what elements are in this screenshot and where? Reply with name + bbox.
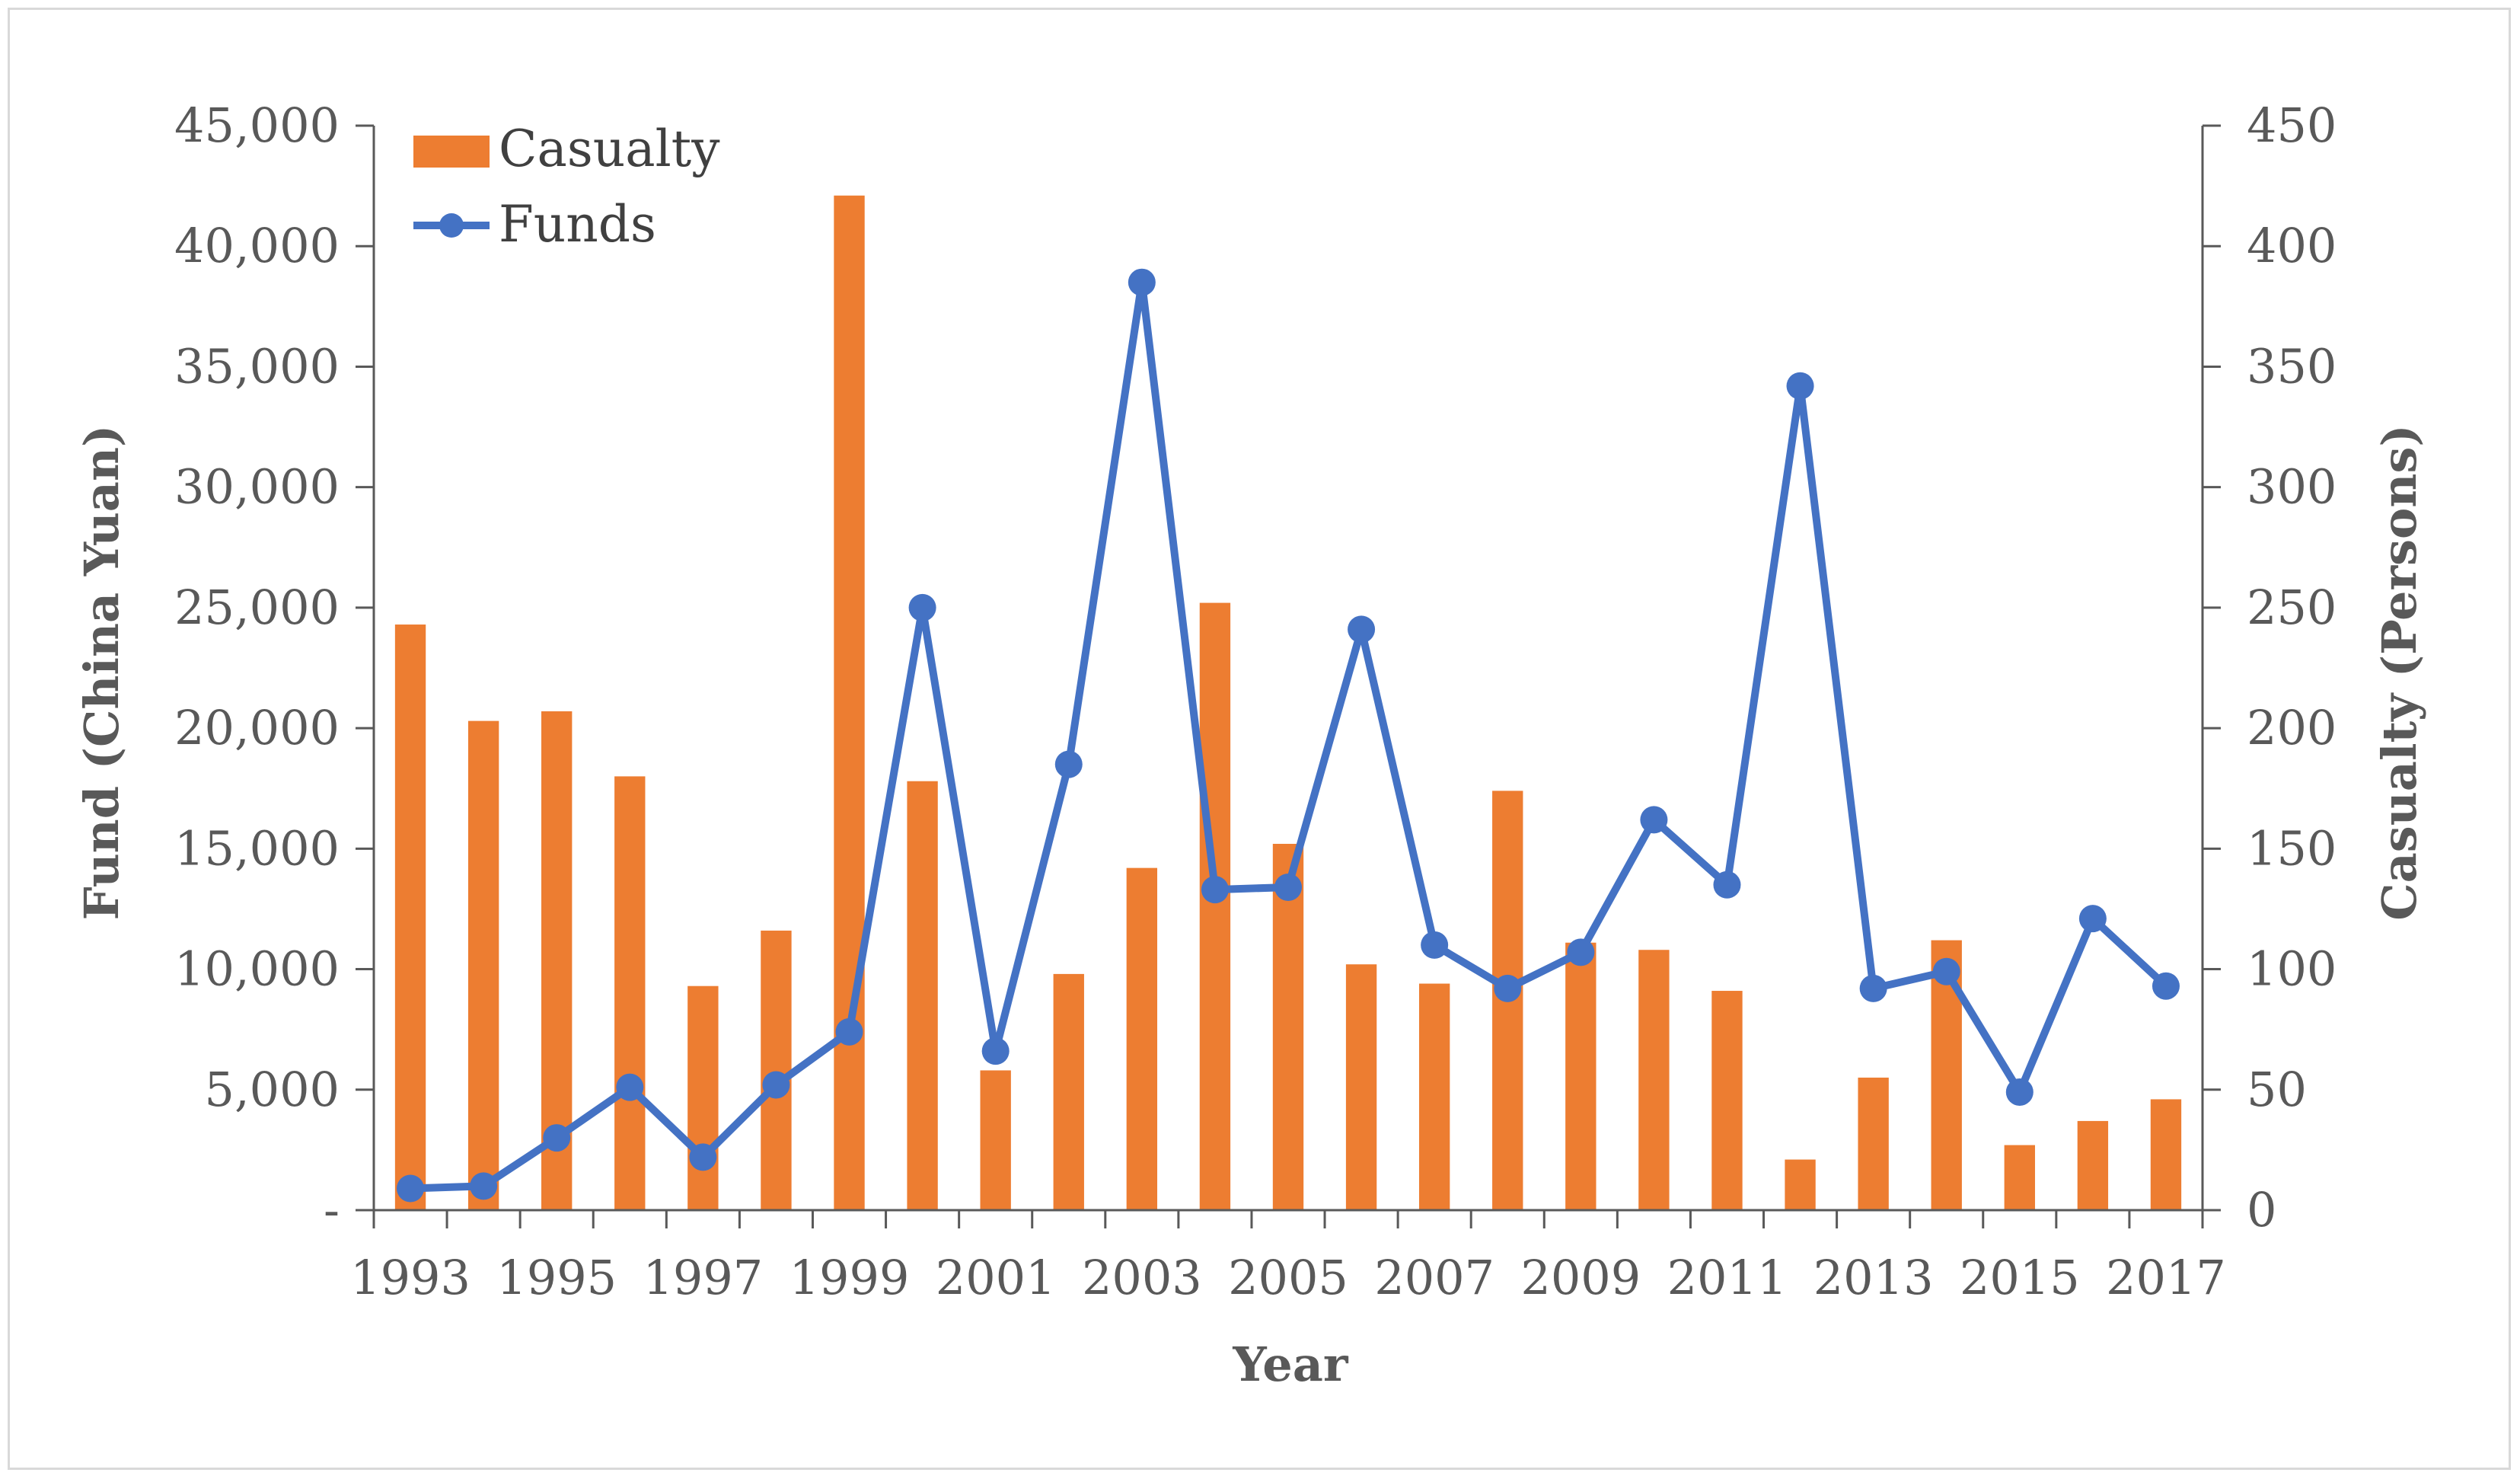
funds-point-2007: [1421, 931, 1449, 959]
casualty-bar-1994: [467, 720, 499, 1210]
funds-point-2003: [1128, 268, 1156, 296]
casualty-bar-1998: [761, 930, 792, 1210]
right-tick-label-4: 200: [2247, 700, 2337, 755]
x-tick-label-2013: 2013: [1813, 1250, 1934, 1305]
funds-point-2000: [908, 593, 936, 621]
funds-point-2013: [1859, 974, 1887, 1002]
left-axis-title: Fund (China Yuan): [74, 425, 129, 921]
x-tick-label-1995: 1995: [496, 1250, 617, 1305]
x-tick-label-2011: 2011: [1667, 1250, 1788, 1305]
x-tick-label-2009: 2009: [1520, 1250, 1641, 1305]
x-tick-label-2003: 2003: [1082, 1250, 1202, 1305]
x-tick-label-1997: 1997: [643, 1250, 763, 1305]
funds-point-1996: [616, 1073, 644, 1101]
casualty-bar-2011: [1711, 991, 1743, 1210]
x-tick-label-2005: 2005: [1228, 1250, 1348, 1305]
casualty-bar-2007: [1418, 983, 1450, 1210]
casualty-bar-2001: [980, 1070, 1011, 1210]
casualty-bar-2002: [1053, 973, 1084, 1210]
left-tick-label-7: 35,000: [174, 338, 340, 394]
right-tick-label-5: 250: [2247, 580, 2337, 635]
funds-point-1997: [689, 1143, 717, 1171]
casualty-bar-2000: [907, 781, 938, 1210]
funds-point-2010: [1640, 806, 1668, 834]
funds-point-1998: [762, 1071, 790, 1099]
casualty-bar-2016: [2077, 1120, 2109, 1210]
funds-point-2001: [981, 1037, 1010, 1065]
funds-point-2005: [1274, 873, 1302, 901]
funds-point-1994: [470, 1172, 498, 1200]
casualty-bars: [394, 195, 2182, 1210]
casualty-bar-1999: [834, 195, 865, 1210]
chart-canvas: - 5,000 10,000 15,000 20,000 25,000 30,000 35,0…: [74, 97, 2427, 1392]
right-tick-label-8: 400: [2247, 218, 2337, 273]
casualty-bar-2010: [1638, 950, 1670, 1210]
funds-point-2015: [2005, 1078, 2034, 1106]
chart-frame: - 5,000 10,000 15,000 20,000 25,000 30,000 35,0…: [8, 8, 2511, 1470]
right-tick-label-3: 150: [2247, 820, 2337, 876]
x-axis-title: Year: [1232, 1337, 1348, 1392]
casualty-bar-2015: [2004, 1145, 2035, 1210]
funds-point-1999: [835, 1017, 863, 1046]
funds-point-1993: [397, 1174, 425, 1203]
x-tick-label-2017: 2017: [2106, 1250, 2226, 1305]
funds-point-2011: [1713, 870, 1741, 899]
x-tick-label-1993: 1993: [350, 1250, 471, 1305]
right-axis-title-text: Casualty (Persons): [2372, 424, 2427, 920]
legend-funds-label: Funds: [499, 195, 656, 254]
legend-funds-marker: [439, 213, 464, 238]
legend: Casualty Funds: [413, 120, 720, 254]
left-tick-label-6: 30,000: [174, 459, 340, 515]
axes: - 5,000 10,000 15,000 20,000 25,000 30,000 35,0…: [174, 97, 2337, 1305]
legend-casualty-label: Casualty: [499, 120, 720, 178]
left-tick-label-1: 5,000: [205, 1062, 340, 1117]
right-tick-label-0: 0: [2247, 1182, 2276, 1238]
casualty-bar-1993: [394, 625, 426, 1210]
funds-point-2014: [1932, 957, 1960, 985]
funds-point-2008: [1494, 974, 1522, 1002]
right-tick-label-2: 100: [2247, 941, 2337, 997]
casualty-bar-2005: [1272, 844, 1304, 1210]
right-tick-label-9: 450: [2247, 97, 2337, 153]
x-tick-label-2001: 2001: [936, 1250, 1056, 1305]
left-tick-label-5: 25,000: [174, 580, 340, 635]
casualty-bar-2006: [1345, 964, 1377, 1210]
funds-point-2009: [1567, 938, 1595, 966]
x-tick-label-1999: 1999: [789, 1250, 910, 1305]
funds-point-2017: [2152, 972, 2180, 1000]
left-axis-title-text: Fund (China Yuan): [74, 425, 129, 921]
funds-point-2004: [1201, 876, 1229, 904]
casualty-bar-2017: [2150, 1099, 2182, 1210]
left-tick-label-8: 40,000: [174, 218, 340, 273]
funds-point-2012: [1786, 372, 1814, 400]
left-tick-label-0: -: [324, 1182, 340, 1238]
funds-point-1995: [543, 1124, 571, 1152]
funds-point-2006: [1348, 615, 1376, 644]
x-tick-label-2015: 2015: [1960, 1250, 2080, 1305]
funds-line: [397, 268, 2180, 1203]
left-tick-label-3: 15,000: [174, 820, 340, 876]
casualty-bar-2012: [1785, 1159, 1816, 1210]
funds-point-2002: [1054, 750, 1083, 778]
funds-point-2016: [2078, 905, 2107, 933]
x-tick-label-2007: 2007: [1374, 1250, 1494, 1305]
legend-casualty-swatch: [413, 136, 490, 168]
casualty-bar-2009: [1565, 942, 1597, 1210]
right-tick-label-6: 300: [2247, 459, 2337, 515]
casualty-bar-2013: [1858, 1077, 1889, 1210]
left-tick-label-2: 10,000: [174, 941, 340, 997]
casualty-bar-1996: [614, 776, 646, 1210]
casualty-bar-2003: [1126, 867, 1158, 1210]
right-tick-label-1: 50: [2247, 1062, 2307, 1117]
left-tick-label-4: 20,000: [174, 700, 340, 755]
casualty-bar-2004: [1199, 602, 1231, 1210]
casualty-bar-1997: [687, 985, 719, 1210]
right-tick-label-7: 350: [2247, 338, 2337, 394]
right-axis-title: Casualty (Persons): [2372, 424, 2427, 920]
left-tick-label-9: 45,000: [174, 97, 340, 153]
